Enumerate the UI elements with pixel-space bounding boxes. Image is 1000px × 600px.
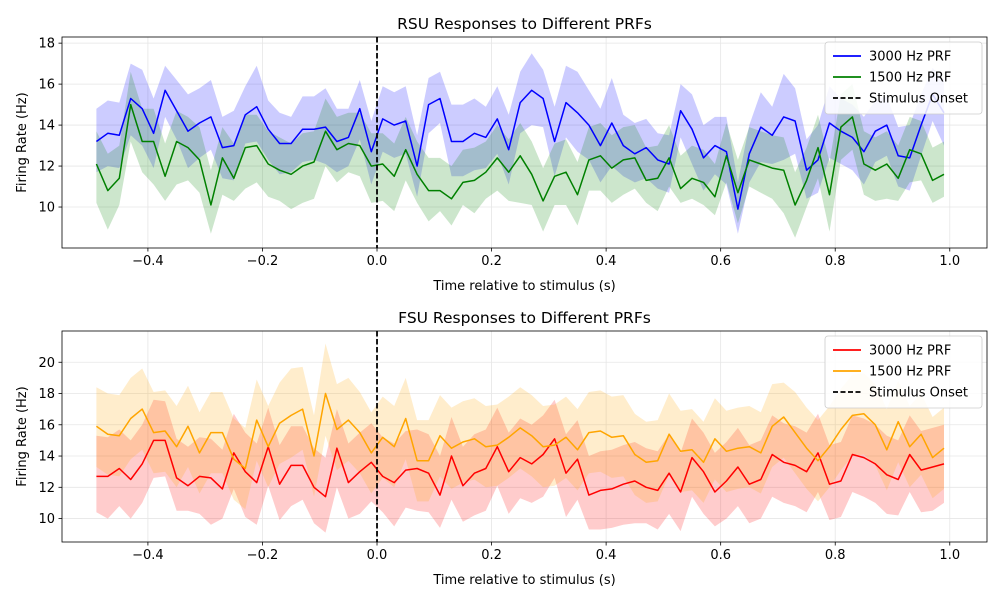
x-axis-label: Time relative to stimulus (s): [432, 573, 615, 588]
chart-1: −0.4 −0.2 0.0 0.2 0.4 0.6 0.8 1.0 10 12 14 16 18 RSU …: [15, 15, 988, 294]
x-tick-label: −0.4: [132, 548, 164, 563]
x-tick-label: 0.0: [367, 254, 388, 269]
y-tick-label: 16: [38, 418, 55, 433]
legend-label: Stimulus Onset: [869, 92, 968, 107]
confidence-band-1: [96, 53, 944, 234]
legend-label: Stimulus Onset: [869, 386, 968, 401]
legend: 3000 Hz PRF 1500 Hz PRF Stimulus Onset: [824, 335, 983, 409]
legend-label: 3000 Hz PRF: [869, 344, 951, 359]
chart-title: RSU Responses to Different PRFs: [397, 15, 652, 33]
x-tick-label: 0.4: [596, 548, 617, 563]
legend: 3000 Hz PRF 1500 Hz PRF Stimulus Onset: [824, 41, 983, 115]
series-line-2: [95, 392, 945, 470]
y-tick-label: 20: [38, 356, 55, 371]
legend-label: 1500 Hz PRF: [869, 71, 951, 86]
x-tick-label: 0.8: [825, 254, 846, 269]
y-tick-label: 10: [38, 201, 55, 216]
y-tick-label: 18: [38, 37, 55, 52]
x-tick-label: −0.2: [247, 548, 279, 563]
legend-box: [824, 41, 983, 115]
legend-box: [824, 335, 983, 409]
x-tick-label: 0.6: [710, 254, 731, 269]
confidence-band-1: [96, 399, 944, 533]
y-tick-label: 14: [38, 119, 55, 134]
legend-label: 3000 Hz PRF: [869, 50, 951, 65]
chart-2-plot-area: [95, 331, 945, 542]
axes-frame: [61, 36, 988, 249]
x-tick-label: −0.2: [247, 254, 279, 269]
x-tick-label: 0.4: [596, 254, 617, 269]
x-tick-label: 1.0: [939, 548, 960, 563]
chart-2: −0.4 −0.2 0.0 0.2 0.4 0.6 0.8 1.0 10 12 14 16 18 20 FS…: [15, 309, 988, 588]
x-tick-label: 0.6: [710, 548, 731, 563]
x-tick-label: −0.4: [132, 254, 164, 269]
y-tick-label: 16: [38, 78, 55, 93]
y-axis-label: Firing Rate (Hz): [15, 386, 30, 486]
confidence-band-2: [96, 71, 944, 238]
chart-1-plot-area: [95, 37, 945, 248]
y-tick-label: 12: [38, 481, 55, 496]
chart-title: FSU Responses to Different PRFs: [398, 309, 651, 327]
x-tick-label: 1.0: [939, 254, 960, 269]
confidence-band-2: [96, 343, 944, 510]
axes-frame: [61, 330, 988, 543]
x-tick-label: 0.8: [825, 548, 846, 563]
x-tick-label: 0.2: [481, 548, 502, 563]
legend-label: 1500 Hz PRF: [869, 365, 951, 380]
y-tick-label: 10: [38, 512, 55, 527]
y-tick-label: 12: [38, 160, 55, 175]
series-line-1: [95, 89, 945, 210]
x-tick-label: 0.2: [481, 254, 502, 269]
series-line-1: [96, 438, 945, 498]
series-line-2: [95, 103, 945, 206]
y-tick-label: 18: [38, 387, 55, 402]
x-axis-label: Time relative to stimulus (s): [432, 279, 615, 294]
y-tick-label: 14: [38, 450, 55, 465]
x-tick-label: 0.0: [367, 548, 388, 563]
y-axis-label: Firing Rate (Hz): [15, 92, 30, 192]
